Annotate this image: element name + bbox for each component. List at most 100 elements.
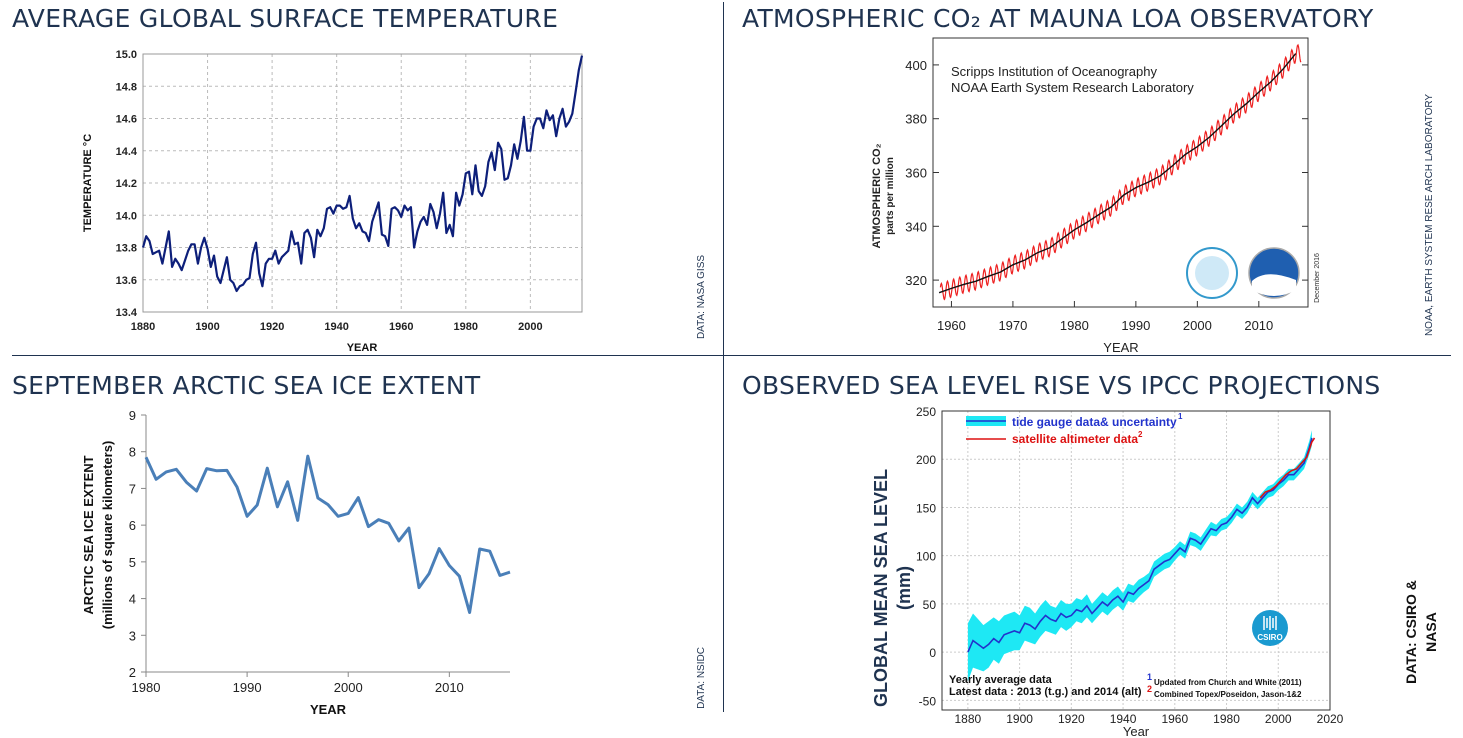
sea-tide-gauge-line <box>967 437 1313 653</box>
sea-xtick-label: 1980 <box>1213 712 1240 726</box>
vertical-divider <box>723 2 724 712</box>
ice-source: DATA: NSIDC <box>696 647 707 709</box>
sea-xtick-label: 2020 <box>1317 712 1344 726</box>
ice-ytick-label: 2 <box>129 665 136 680</box>
co2-xtick-label: 1980 <box>1060 318 1089 333</box>
sea-note1: Yearly average data <box>949 674 1053 686</box>
sea-xtick-label: 2000 <box>1265 712 1292 726</box>
sea-source-line1: DATA: CSIRO & <box>1403 580 1419 684</box>
co2-trend-line <box>938 53 1297 294</box>
co2-ylabel-units: parts per million <box>885 157 896 235</box>
temp-xtick-label: 1880 <box>131 321 155 333</box>
ice-chart: 2 3 4 5 6 7 8 9 1980 1990 2000 2010 YEAR ARCTIC SEA I… <box>81 408 707 717</box>
sea-xtick-label: 1880 <box>955 712 982 726</box>
temp-plot-frame <box>142 53 583 313</box>
sea-ytick-label: 250 <box>916 405 936 419</box>
co2-xtick-label: 2000 <box>1183 318 1212 333</box>
ice-ytick-label: 9 <box>129 408 136 423</box>
sea-xtick-label: 1940 <box>1110 712 1137 726</box>
temp-ytick-label: 14.0 <box>116 210 137 222</box>
co2-ytick-label: 320 <box>905 273 927 288</box>
temp-ylabel: TEMPERATURE °C <box>82 134 94 232</box>
sea-ytick-label: 150 <box>916 501 936 515</box>
co2-ytick-label: 360 <box>905 166 927 181</box>
co2-inset-line2: NOAA Earth System Research Laboratory <box>951 80 1194 95</box>
sea-ylabel-line2: (mm) <box>894 566 914 610</box>
sea-xtick-label: 1920 <box>1058 712 1085 726</box>
sea-foot2: Combined Topex/Poseidon, Jason-1&2 <box>1154 690 1302 699</box>
co2-date-note: December 2016 <box>1314 253 1321 303</box>
temp-xlabel: YEAR <box>347 342 378 354</box>
noaa-logo-wave <box>1252 274 1296 296</box>
sea-ytick-label: 50 <box>923 598 937 612</box>
sea-foot1: Updated from Church and White (2011) <box>1154 678 1302 687</box>
temp-xtick-label: 1960 <box>389 321 413 333</box>
temp-xtick-label: 2000 <box>518 321 542 333</box>
sea-foot1-num: 1 <box>1147 672 1152 682</box>
temp-xtick-label: 1920 <box>260 321 284 333</box>
temp-ytick-label: 14.8 <box>116 81 137 93</box>
legend-sup-tide: 1 <box>1178 412 1183 421</box>
csiro-logo-text: CSIRO <box>1257 633 1282 642</box>
horizontal-divider <box>12 355 1451 356</box>
temp-chart: 13.4 13.6 13.8 14.0 14.2 14.4 14.6 14.8 15.0 1880… <box>82 49 707 354</box>
co2-xtick-label: 1960 <box>937 318 966 333</box>
sea-ytick-label: 100 <box>916 550 936 564</box>
sea-xtick-label: 1960 <box>1161 712 1188 726</box>
co2-xtick-label: 1970 <box>998 318 1027 333</box>
ice-xtick-label: 1980 <box>132 680 161 695</box>
co2-ylabel: ATMOSPHERIC CO₂ <box>871 143 883 248</box>
sea-plot-frame <box>941 410 1331 711</box>
ice-title: SEPTEMBER ARCTIC SEA ICE EXTENT <box>12 371 481 400</box>
ice-xtick-label: 2010 <box>435 680 464 695</box>
temp-source: DATA: NASA GISS <box>696 255 707 339</box>
sea-satellite-line <box>1259 437 1316 499</box>
sea-ylabel-line1: GLOBAL MEAN SEA LEVEL <box>871 469 891 707</box>
temp-ytick-label: 14.2 <box>116 178 137 190</box>
temp-ytick-label: 15.0 <box>116 49 137 61</box>
ice-ytick-label: 6 <box>129 518 136 533</box>
temp-ytick-label: 14.6 <box>116 114 137 126</box>
sea-chart: -50 0 50 100 150 200 250 1880 1900 1920 1940 1960 19… <box>871 405 1439 738</box>
ice-xtick-label: 2000 <box>334 680 363 695</box>
sea-xtick-label: 1900 <box>1006 712 1033 726</box>
co2-inset-line1: Scripps Institution of Oceanography <box>951 64 1157 79</box>
co2-xtick-label: 1990 <box>1121 318 1150 333</box>
temp-ytick-label: 13.8 <box>116 243 137 255</box>
sea-ytick-label: 0 <box>929 646 936 660</box>
temp-xtick-label: 1900 <box>195 321 219 333</box>
scripps-logo-inner <box>1195 256 1229 290</box>
co2-xlabel: YEAR <box>1103 340 1138 355</box>
sea-foot2-num: 2 <box>1147 684 1152 694</box>
ice-ytick-label: 8 <box>129 445 136 460</box>
co2-title: ATMOSPHERIC CO₂ AT MAUNA LOA OBSERVATORY <box>742 4 1374 33</box>
ice-ytick-label: 7 <box>129 481 136 496</box>
ice-ylabel-line2: (millions of square kilometers) <box>100 441 115 630</box>
co2-source: NOAA, EARTH SYSTEM RESE ARCH LABORATORY <box>1424 94 1435 336</box>
temp-title: AVERAGE GLOBAL SURFACE TEMPERATURE <box>12 4 559 33</box>
temp-xtick-label: 1940 <box>324 321 348 333</box>
legend-sup-sat: 2 <box>1138 430 1143 439</box>
ice-ytick-label: 3 <box>129 628 136 643</box>
sea-note2: Latest data : 2013 (t.g.) and 2014 (alt) <box>949 686 1142 698</box>
ice-ytick-label: 5 <box>129 555 136 570</box>
sea-xlabel: Year <box>1123 724 1150 738</box>
temp-ytick-label: 13.6 <box>116 275 137 287</box>
temp-xtick-label: 1980 <box>454 321 478 333</box>
co2-xtick-label: 2010 <box>1244 318 1273 333</box>
co2-chart: 320 340 360 380 400 1960 1970 1980 1990 2000 2010 Y… <box>871 37 1435 355</box>
legend-label-tide: tide gauge data& uncertainty <box>1012 415 1177 429</box>
co2-ytick-label: 340 <box>905 219 927 234</box>
ice-ytick-label: 4 <box>129 592 136 607</box>
temp-series-line <box>141 55 584 293</box>
temp-ytick-label: 13.4 <box>116 307 138 319</box>
sea-source-line2: NASA <box>1423 612 1439 652</box>
sea-uncertainty-band <box>967 430 1312 682</box>
legend-label-sat: satellite altimeter data <box>1012 432 1138 446</box>
sea-ytick-label: 200 <box>916 453 936 467</box>
ice-ylabel-line1: ARCTIC SEA ICE EXTENT <box>81 455 96 614</box>
sea-title: OBSERVED SEA LEVEL RISE VS IPCC PROJECTI… <box>742 371 1381 400</box>
temp-ytick-label: 14.4 <box>116 146 138 158</box>
co2-plot-frame <box>932 37 1309 308</box>
